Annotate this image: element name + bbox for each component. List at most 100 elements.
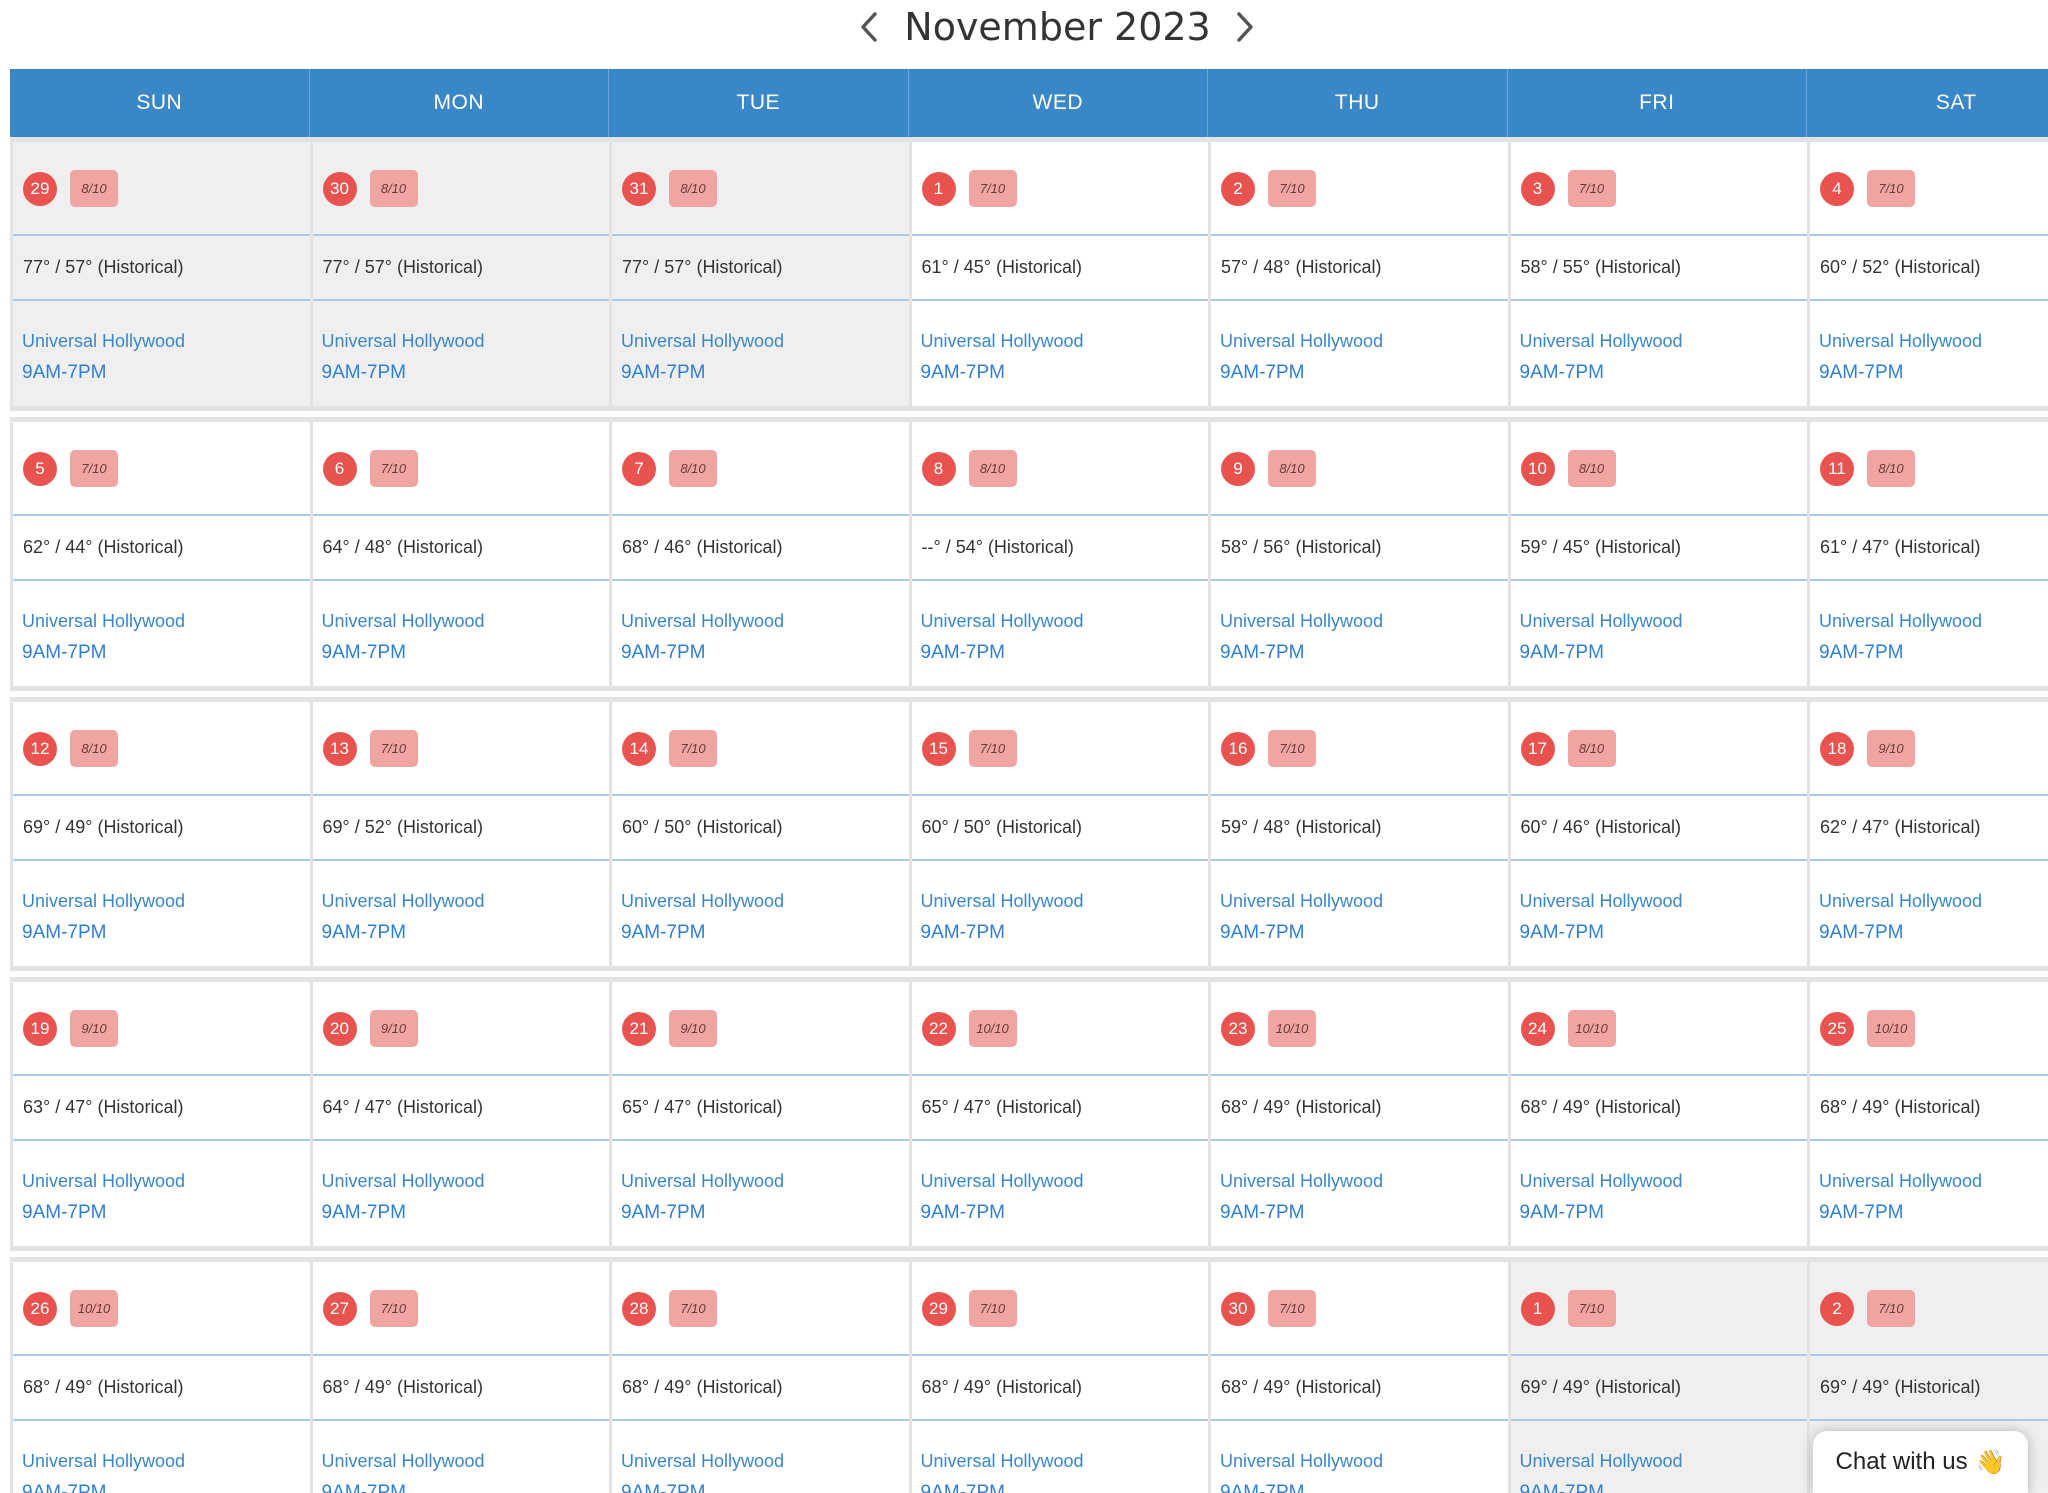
- park-link[interactable]: Universal Hollywood: [1519, 331, 1683, 351]
- day-cell[interactable]: 31 8/10 77° / 57° (Historical) Universal Ho…: [609, 142, 909, 406]
- day-cell[interactable]: 26 10/10 68° / 49° (Historical) Universal H…: [10, 1262, 310, 1493]
- park-link[interactable]: Universal Hollywood: [920, 331, 1084, 351]
- park-link[interactable]: Universal Hollywood: [621, 1451, 785, 1471]
- chevron-left-icon[interactable]: [849, 5, 889, 49]
- day-cell[interactable]: 24 10/10 68° / 49° (Historical) Universal H…: [1507, 982, 1807, 1246]
- day-cell[interactable]: 13 7/10 69° / 52° (Historical) Universal Ho…: [309, 702, 609, 966]
- park-link[interactable]: Universal Hollywood: [22, 1451, 186, 1471]
- weather-forecast: 68° / 46° (Historical): [612, 516, 909, 581]
- park-link[interactable]: Universal Hollywood: [920, 611, 1084, 631]
- day-cell[interactable]: 6 7/10 64° / 48° (Historical) Universal Hol…: [309, 422, 609, 686]
- day-number-badge: 24: [1520, 1012, 1555, 1046]
- day-cell[interactable]: 1 7/10 61° / 45° (Historical) Universal Hol…: [908, 142, 1208, 406]
- day-number-badge: 1: [921, 172, 956, 206]
- day-cell[interactable]: 10 8/10 59° / 45° (Historical) Universal Ho…: [1507, 422, 1807, 686]
- day-number-badge: 28: [622, 1292, 656, 1326]
- day-cell[interactable]: 2 7/10 57° / 48° (Historical) Universal Hol…: [1208, 142, 1508, 406]
- park-hours: 9AM-7PM: [1819, 642, 1904, 663]
- day-number-badge: 30: [1221, 1292, 1255, 1326]
- weekday-thu: THU: [1208, 69, 1508, 137]
- day-header: 6 7/10: [312, 422, 609, 516]
- day-cell[interactable]: 25 10/10 68° / 49° (Historical) Universal H…: [1807, 982, 2048, 1246]
- day-number-badge: 10: [1520, 452, 1555, 486]
- day-cell[interactable]: 23 10/10 68° / 49° (Historical) Universal H…: [1208, 982, 1508, 1246]
- weather-forecast: 64° / 48° (Historical): [312, 516, 609, 581]
- park-hours: 9AM-7PM: [321, 1202, 406, 1223]
- park-link[interactable]: Universal Hollywood: [1819, 331, 1983, 351]
- park-link[interactable]: Universal Hollywood: [1220, 331, 1384, 351]
- day-cell[interactable]: 16 7/10 59° / 48° (Historical) Universal Ho…: [1208, 702, 1508, 966]
- day-cell[interactable]: 29 8/10 77° / 57° (Historical) Universal Ho…: [10, 142, 310, 406]
- crowd-level-badge: 8/10: [1867, 450, 1915, 487]
- park-link[interactable]: Universal Hollywood: [321, 611, 485, 631]
- day-cell[interactable]: 9 8/10 58° / 56° (Historical) Universal Hol…: [1208, 422, 1508, 686]
- day-cell[interactable]: 18 9/10 62° / 47° (Historical) Universal Ho…: [1807, 702, 2048, 966]
- weather-forecast: 68° / 49° (Historical): [13, 1356, 310, 1421]
- park-link[interactable]: Universal Hollywood: [1819, 891, 1983, 911]
- park-link[interactable]: Universal Hollywood: [621, 1171, 785, 1191]
- park-link[interactable]: Universal Hollywood: [1519, 1451, 1683, 1471]
- park-link[interactable]: Universal Hollywood: [1220, 1451, 1384, 1471]
- month-navigation: November 2023: [0, 0, 2048, 60]
- crowd-level-badge: 7/10: [1867, 1290, 1915, 1327]
- park-link[interactable]: Universal Hollywood: [321, 1171, 485, 1191]
- park-link[interactable]: Universal Hollywood: [1519, 611, 1683, 631]
- park-hours: 9AM-7PM: [22, 362, 107, 383]
- park-link[interactable]: Universal Hollywood: [1819, 1171, 1983, 1191]
- day-cell[interactable]: 3 7/10 58° / 55° (Historical) Universal Hol…: [1507, 142, 1807, 406]
- crowd-level-badge: 10/10: [968, 1010, 1017, 1047]
- day-cell[interactable]: 27 7/10 68° / 49° (Historical) Universal Ho…: [309, 1262, 609, 1493]
- park-link[interactable]: Universal Hollywood: [621, 891, 785, 911]
- park-link[interactable]: Universal Hollywood: [22, 891, 186, 911]
- park-link[interactable]: Universal Hollywood: [321, 891, 485, 911]
- chat-with-us-button[interactable]: Chat with us 👋: [1813, 1431, 2028, 1493]
- weather-forecast: 60° / 52° (Historical): [1810, 236, 2048, 301]
- day-cell[interactable]: 15 7/10 60° / 50° (Historical) Universal Ho…: [908, 702, 1208, 966]
- park-link[interactable]: Universal Hollywood: [1220, 891, 1384, 911]
- park-link[interactable]: Universal Hollywood: [621, 331, 785, 351]
- park-hours: 9AM-7PM: [321, 642, 406, 663]
- day-cell[interactable]: 17 8/10 60° / 46° (Historical) Universal Ho…: [1507, 702, 1807, 966]
- park-link[interactable]: Universal Hollywood: [920, 1171, 1084, 1191]
- weekday-mon: MON: [310, 69, 609, 137]
- park-hours: 9AM-7PM: [1220, 1202, 1305, 1223]
- park-link[interactable]: Universal Hollywood: [321, 331, 485, 351]
- park-link[interactable]: Universal Hollywood: [22, 1171, 186, 1191]
- day-cell[interactable]: 8 8/10 --° / 54° (Historical) Universal Hol…: [908, 422, 1208, 686]
- chevron-right-icon[interactable]: [1225, 5, 1265, 49]
- day-header: 10 8/10: [1510, 422, 1807, 516]
- day-cell[interactable]: 30 7/10 68° / 49° (Historical) Universal Ho…: [1208, 1262, 1508, 1493]
- day-cell[interactable]: 1 7/10 69° / 49° (Historical) Universal Hol…: [1507, 1262, 1807, 1493]
- day-cell[interactable]: 14 7/10 60° / 50° (Historical) Universal Ho…: [609, 702, 909, 966]
- day-cell[interactable]: 28 7/10 68° / 49° (Historical) Universal Ho…: [609, 1262, 909, 1493]
- park-link[interactable]: Universal Hollywood: [1519, 891, 1683, 911]
- day-cell[interactable]: 12 8/10 69° / 49° (Historical) Universal Ho…: [10, 702, 310, 966]
- park-hours: 9AM-7PM: [1220, 642, 1305, 663]
- day-cell[interactable]: 4 7/10 60° / 52° (Historical) Universal Hol…: [1807, 142, 2048, 406]
- park-link[interactable]: Universal Hollywood: [22, 331, 186, 351]
- day-cell[interactable]: 30 8/10 77° / 57° (Historical) Universal Ho…: [309, 142, 609, 406]
- park-link[interactable]: Universal Hollywood: [621, 611, 785, 631]
- weather-forecast: 68° / 49° (Historical): [911, 1356, 1208, 1421]
- park-hours: 9AM-7PM: [1220, 1482, 1305, 1493]
- park-link[interactable]: Universal Hollywood: [920, 891, 1084, 911]
- park-link[interactable]: Universal Hollywood: [22, 611, 186, 631]
- day-number-badge: 1: [1520, 1292, 1555, 1326]
- day-cell[interactable]: 21 9/10 65° / 47° (Historical) Universal Ho…: [609, 982, 909, 1246]
- park-link[interactable]: Universal Hollywood: [321, 1451, 485, 1471]
- park-link[interactable]: Universal Hollywood: [1220, 611, 1384, 631]
- weather-forecast: 65° / 47° (Historical): [612, 1076, 909, 1141]
- day-cell[interactable]: 19 9/10 63° / 47° (Historical) Universal Ho…: [10, 982, 310, 1246]
- park-link[interactable]: Universal Hollywood: [1220, 1171, 1384, 1191]
- park-link[interactable]: Universal Hollywood: [1519, 1171, 1683, 1191]
- day-cell[interactable]: 5 7/10 62° / 44° (Historical) Universal Hol…: [10, 422, 310, 686]
- park-link[interactable]: Universal Hollywood: [1819, 611, 1983, 631]
- day-cell[interactable]: 7 8/10 68° / 46° (Historical) Universal Hol…: [609, 422, 909, 686]
- day-cell[interactable]: 29 7/10 68° / 49° (Historical) Universal Ho…: [908, 1262, 1208, 1493]
- day-cell[interactable]: 20 9/10 64° / 47° (Historical) Universal Ho…: [309, 982, 609, 1246]
- day-cell[interactable]: 22 10/10 65° / 47° (Historical) Universal H…: [908, 982, 1208, 1246]
- day-cell[interactable]: 11 8/10 61° / 47° (Historical) Universal Ho…: [1807, 422, 2048, 686]
- park-link[interactable]: Universal Hollywood: [920, 1451, 1084, 1471]
- park-hours: 9AM-7PM: [621, 1202, 706, 1223]
- weather-forecast: 63° / 47° (Historical): [13, 1076, 310, 1141]
